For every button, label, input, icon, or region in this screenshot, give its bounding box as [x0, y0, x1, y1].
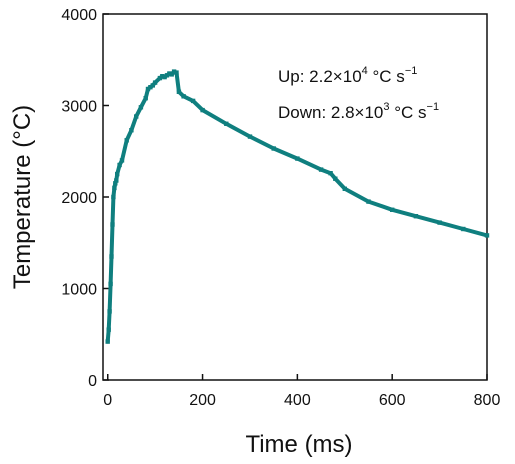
- y-axis-title: Temperature (°C): [9, 105, 36, 289]
- data-point: [437, 220, 442, 225]
- annotation-up-unit-exp: −1: [405, 65, 418, 77]
- data-point: [484, 233, 490, 238]
- data-point: [164, 73, 170, 78]
- data-point: [148, 85, 153, 90]
- annotation-down: Down: 2.8×103 °C s−1: [278, 101, 439, 122]
- y-tick-label-2000: 2000: [61, 190, 97, 207]
- data-point: [318, 167, 324, 172]
- data-point: [152, 80, 158, 85]
- annotation-down-unit: °C s: [390, 103, 427, 122]
- x-tick-label-800: 800: [474, 392, 501, 409]
- y-tick-label-1000: 1000: [61, 282, 97, 299]
- data-point: [111, 194, 116, 200]
- data-point: [143, 96, 148, 101]
- data-point: [271, 146, 276, 151]
- ticks: 0 200 400 600 800 0 1000 2000 3000 4000: [61, 7, 500, 409]
- data-point: [124, 138, 129, 143]
- data-point: [105, 339, 110, 344]
- data-point: [157, 75, 163, 81]
- data-point: [167, 71, 172, 76]
- annotation-down-prefix: Down: 2.8×10: [278, 103, 383, 122]
- annotation-up-prefix: Up: 2.2×10: [278, 67, 362, 86]
- data-point: [138, 105, 144, 110]
- data-point: [366, 199, 371, 204]
- data-point: [134, 114, 139, 119]
- y-tick-label-3000: 3000: [61, 99, 97, 116]
- annotation-down-unit-exp: −1: [427, 101, 440, 113]
- data-point: [108, 281, 113, 287]
- data-point: [106, 327, 111, 332]
- annotation-up: Up: 2.2×104 °C s−1: [278, 65, 417, 86]
- data-point: [115, 171, 120, 177]
- x-tick-label-400: 400: [284, 392, 311, 409]
- data-point: [390, 207, 395, 212]
- x-axis-title: Time (ms): [245, 431, 352, 458]
- data-point: [129, 128, 134, 133]
- data-point: [169, 72, 174, 77]
- data-point: [107, 309, 112, 314]
- data-point: [110, 222, 115, 227]
- data-point: [176, 89, 182, 94]
- data-point: [295, 156, 300, 161]
- data-point: [109, 254, 114, 259]
- data-point: [145, 86, 151, 92]
- x-tick-label-600: 600: [379, 392, 406, 409]
- data-point: [247, 134, 253, 139]
- data-point: [113, 181, 118, 186]
- x-tick-label-0: 0: [103, 392, 112, 409]
- series: [105, 69, 490, 344]
- data-point: [174, 70, 179, 75]
- data-point: [190, 98, 196, 104]
- data-point: [112, 185, 117, 191]
- data-point: [333, 176, 338, 181]
- data-point: [119, 158, 125, 163]
- data-point: [328, 171, 333, 176]
- data-point: [224, 121, 229, 126]
- annotation-up-exp: 4: [362, 65, 368, 77]
- data-point: [162, 74, 167, 80]
- annotation-down-exp: 3: [383, 101, 389, 113]
- data-point: [200, 107, 205, 113]
- data-point: [114, 178, 119, 183]
- x-tick-label-200: 200: [189, 392, 216, 409]
- y-tick-label-4000: 4000: [61, 7, 97, 24]
- data-point: [461, 226, 466, 232]
- data-point: [342, 186, 347, 191]
- data-point: [117, 162, 122, 168]
- y-tick-label-0: 0: [88, 373, 97, 390]
- data-point: [150, 83, 155, 88]
- data-point: [160, 74, 165, 79]
- data-point: [181, 94, 186, 99]
- data-point: [413, 214, 419, 219]
- annotation-up-unit: °C s: [368, 67, 405, 86]
- data-point: [171, 69, 177, 74]
